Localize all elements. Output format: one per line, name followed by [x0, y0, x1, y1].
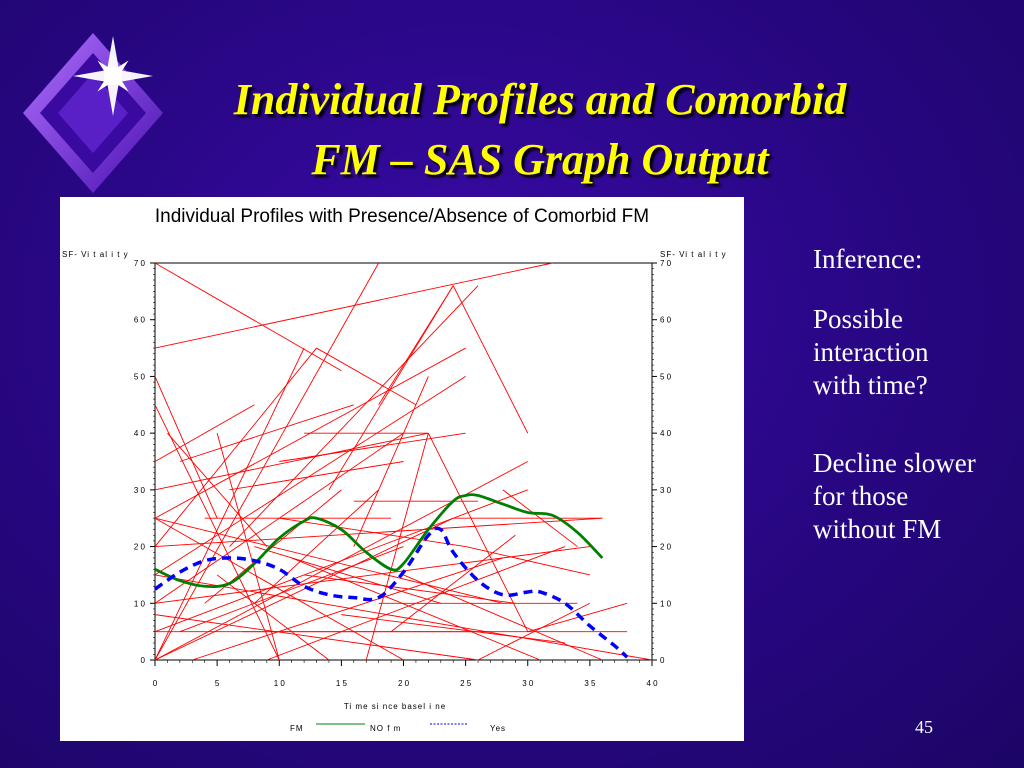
x-tick-label: 3 0 — [522, 679, 534, 688]
x-tick-label: 5 — [215, 679, 220, 688]
star-logo-icon — [23, 33, 163, 193]
individual-profile-line — [154, 262, 553, 349]
individual-profile-line — [341, 614, 566, 644]
y-tick-label-right: 4 0 — [660, 429, 672, 438]
individual-profile-line — [179, 546, 404, 633]
individual-profile-line — [291, 557, 541, 661]
individual-profile-line — [154, 404, 255, 462]
individual-profile-line — [279, 517, 466, 548]
inference-point-1: Possible interaction with time? — [813, 304, 929, 400]
x-tick-label: 0 — [153, 679, 158, 688]
x-tick-label: 1 5 — [336, 679, 348, 688]
legend-title: FM — [290, 724, 304, 733]
individual-profile-line — [154, 404, 280, 661]
y-tick-label-left: 2 0 — [134, 543, 146, 552]
y-tick-label-right: 0 — [660, 656, 665, 665]
individual-profile-line — [154, 262, 380, 661]
inference-heading: Inference: — [813, 244, 923, 274]
legend-label-no-fm: NO f m — [370, 724, 401, 733]
individual-profile-line — [316, 347, 417, 406]
y-tick-label-left: 4 0 — [134, 429, 146, 438]
individual-profile-line — [179, 404, 354, 462]
profiles-chart: Individual Profiles with Presence/Absenc… — [62, 206, 727, 733]
y-tick-label-left: 6 0 — [134, 316, 146, 325]
individual-profile-line — [304, 574, 516, 604]
page-number: 45 — [915, 717, 933, 737]
legend-label-yes: Yes — [490, 724, 506, 733]
individual-profile-line — [154, 347, 317, 547]
y-tick-label-right: 5 0 — [660, 372, 672, 381]
individual-profile-line — [154, 517, 404, 661]
individual-profile-line — [254, 489, 379, 604]
y-tick-label-left: 7 0 — [134, 259, 146, 268]
individual-profile-line — [154, 262, 342, 372]
individual-profile-line — [154, 517, 603, 548]
individual-profile-line — [154, 432, 429, 491]
individual-profile-line — [229, 461, 404, 491]
slide-title-line-2: FM – SAS Graph Output — [311, 135, 769, 184]
chart-panel: Individual Profiles with Presence/Absenc… — [60, 197, 744, 741]
individual-profile-line — [266, 546, 566, 661]
y-tick-label-left: 1 0 — [134, 599, 146, 608]
individual-profile-line — [328, 285, 454, 491]
individual-profile-line — [154, 517, 454, 661]
x-axis-label: Ti me si nce basel i ne — [344, 702, 446, 711]
individual-profile-line — [154, 517, 504, 604]
y-tick-label-right: 3 0 — [660, 486, 672, 495]
y-tick-label-left: 0 — [141, 656, 146, 665]
individual-profile-line — [192, 557, 504, 661]
x-tick-label: 1 0 — [274, 679, 286, 688]
individual-profile-line — [229, 285, 479, 547]
chart-title: Individual Profiles with Presence/Absenc… — [155, 206, 649, 227]
individual-profile-line — [452, 285, 529, 434]
inference-point-2: Decline slower for those without FM — [813, 448, 976, 544]
individual-profile-line — [390, 534, 516, 632]
individual-profile-line — [365, 433, 429, 661]
individual-profile-line — [167, 432, 268, 547]
x-tick-label: 4 0 — [646, 679, 658, 688]
individual-profile-line — [527, 602, 628, 633]
series-line-no-fm — [154, 493, 604, 588]
y-tick-label-right: 6 0 — [660, 316, 672, 325]
individual-profile-line — [154, 376, 218, 519]
individual-profile-line — [154, 614, 479, 661]
x-tick-label: 3 5 — [584, 679, 596, 688]
y-tick-label-right: 7 0 — [660, 259, 672, 268]
y-tick-label-left: 3 0 — [134, 486, 146, 495]
individual-profile-line — [216, 433, 280, 661]
y-axis-label-right: SF- Vi t al i t y — [660, 250, 727, 259]
individual-profile-line — [403, 574, 603, 661]
y-axis-label-left: SF- Vi t al i t y — [62, 250, 129, 259]
individual-profile-line — [254, 546, 441, 604]
individual-profile-line — [378, 285, 454, 406]
individual-profile-line — [216, 574, 330, 661]
individual-profile-line — [154, 546, 590, 604]
individual-profile-line — [154, 376, 466, 576]
series-line-yes — [154, 526, 629, 659]
individual-profile-line — [353, 376, 429, 547]
y-tick-label-right: 2 0 — [660, 543, 672, 552]
y-tick-label-left: 5 0 — [134, 372, 146, 381]
individual-profile-line — [502, 489, 578, 547]
x-tick-label: 2 5 — [460, 679, 472, 688]
slide-title-line-1: Individual Profiles and Comorbid — [233, 75, 847, 124]
individual-profile-line — [477, 602, 591, 661]
y-tick-label-right: 1 0 — [660, 599, 672, 608]
x-tick-label: 2 0 — [398, 679, 410, 688]
individual-profile-line — [427, 432, 529, 632]
individual-profile-line — [279, 432, 466, 462]
